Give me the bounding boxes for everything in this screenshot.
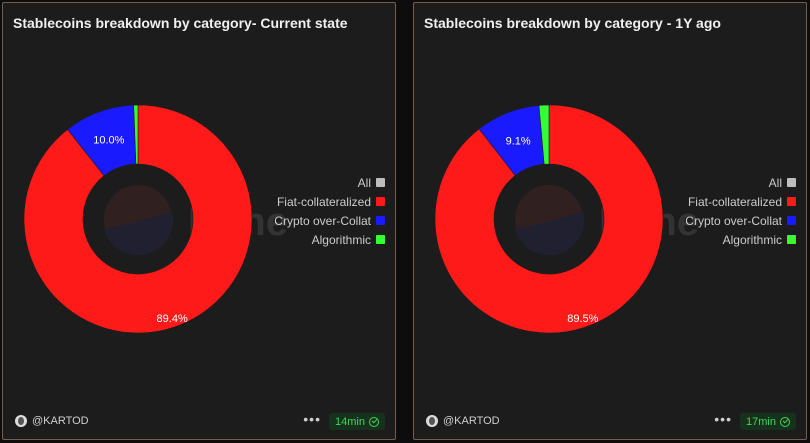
age-label: 17min — [746, 415, 776, 428]
legend-label: Algorithmic — [722, 232, 782, 247]
legend-swatch — [376, 197, 385, 206]
legend-label: Fiat-collateralized — [687, 194, 782, 209]
dune-watermark-logo — [104, 185, 174, 256]
more-options-button[interactable]: ••• — [303, 411, 321, 427]
author-link[interactable]: @KARTOD — [15, 415, 89, 427]
donut-chart: Dune89.5%9.1% — [434, 104, 699, 334]
status-badge: 17min — [740, 413, 796, 430]
legend-item-crypto-over-collat[interactable]: Crypto over-Collat — [685, 211, 796, 230]
data-label: 10.0% — [93, 135, 124, 147]
avatar — [15, 415, 27, 427]
legend-swatch — [376, 235, 385, 244]
more-options-button[interactable]: ••• — [714, 411, 732, 427]
legend-item-crypto-over-collat[interactable]: Crypto over-Collat — [274, 211, 385, 230]
dune-watermark-logo — [515, 185, 585, 256]
data-label: 89.5% — [567, 313, 598, 325]
avatar — [426, 415, 438, 427]
legend-swatch — [787, 178, 796, 187]
legend-label: All — [768, 175, 782, 190]
legend-label: Algorithmic — [311, 232, 371, 247]
legend-item-fiat-collateralized[interactable]: Fiat-collateralized — [685, 192, 796, 211]
chart-legend: All Fiat-collateralized Crypto over-Coll… — [685, 173, 796, 249]
legend-item-all[interactable]: All — [274, 173, 385, 192]
slice-fiat-collateralized[interactable] — [434, 104, 664, 334]
panel-title: Stablecoins breakdown by category - 1Y a… — [424, 15, 721, 31]
legend-swatch — [787, 197, 796, 206]
legend-item-fiat-collateralized[interactable]: Fiat-collateralized — [274, 192, 385, 211]
author-name: @KARTOD — [32, 415, 89, 427]
chart-legend: All Fiat-collateralized Crypto over-Coll… — [274, 173, 385, 249]
legend-swatch — [787, 216, 796, 225]
chart-panel-current: Stablecoins breakdown by category- Curre… — [2, 2, 396, 440]
author-name: @KARTOD — [443, 415, 500, 427]
donut-chart: Dune89.4%10.0% — [23, 104, 288, 334]
check-circle-icon — [369, 416, 379, 427]
legend-label: Crypto over-Collat — [685, 213, 782, 228]
legend-swatch — [787, 235, 796, 244]
legend-label: All — [357, 175, 371, 190]
legend-label: Crypto over-Collat — [274, 213, 371, 228]
slice-fiat-collateralized[interactable] — [23, 104, 253, 334]
legend-swatch — [376, 178, 385, 187]
status-badge: 14min — [329, 413, 385, 430]
panel-footer: @KARTOD ••• 17min — [414, 405, 806, 439]
slice-algorithmic[interactable] — [538, 104, 550, 165]
legend-item-all[interactable]: All — [685, 173, 796, 192]
legend-label: Fiat-collateralized — [276, 194, 371, 209]
age-label: 14min — [335, 415, 365, 428]
panel-title: Stablecoins breakdown by category- Curre… — [13, 15, 348, 31]
legend-item-algorithmic[interactable]: Algorithmic — [274, 230, 385, 249]
legend-item-algorithmic[interactable]: Algorithmic — [685, 230, 796, 249]
legend-swatch — [376, 216, 385, 225]
slice-algorithmic[interactable] — [133, 104, 139, 165]
data-label: 89.4% — [157, 313, 188, 325]
chart-panel-1y-ago: Stablecoins breakdown by category - 1Y a… — [413, 2, 807, 440]
panel-footer: @KARTOD ••• 14min — [3, 405, 395, 439]
data-label: 9.1% — [506, 135, 531, 147]
check-circle-icon — [780, 416, 790, 427]
author-link[interactable]: @KARTOD — [426, 415, 500, 427]
